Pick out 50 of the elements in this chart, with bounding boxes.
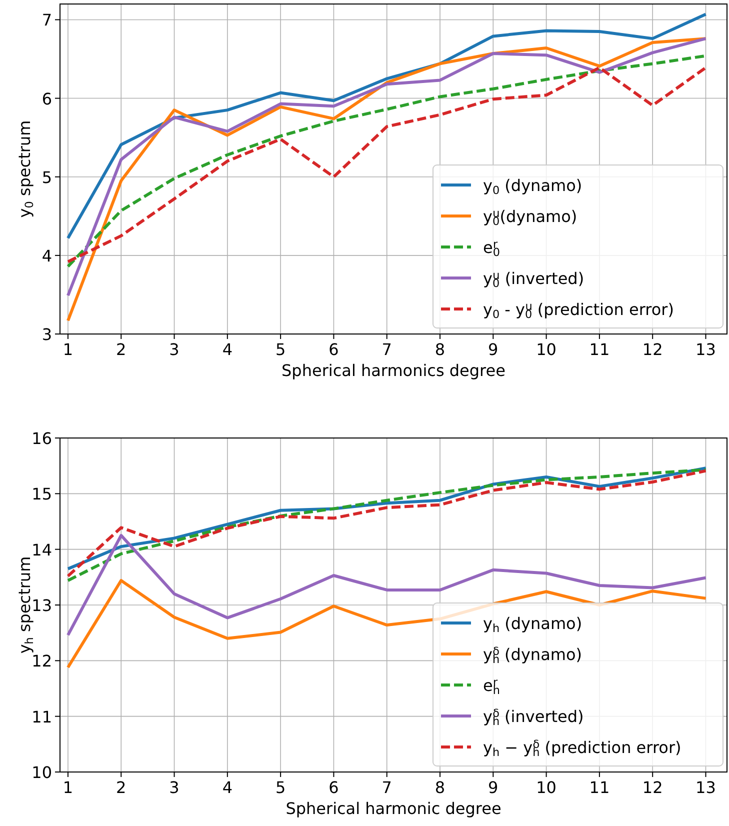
y-tick-label: 14 <box>32 540 52 560</box>
y-tick-label: 15 <box>32 484 52 504</box>
x-tick-label: 12 <box>642 778 663 797</box>
y-tick-label: 4 <box>42 246 52 266</box>
legend-label: y$_{0}$$^{u}$ (inverted) <box>483 269 584 290</box>
x-tick-label: 8 <box>434 778 446 797</box>
x-tick-label: 3 <box>169 340 180 359</box>
x-tick-label: 11 <box>589 340 610 359</box>
legend-label: y$_{h}$ (dynamo) <box>483 614 582 635</box>
x-tick-label: 6 <box>328 778 339 797</box>
x-tick-label: 9 <box>488 340 498 359</box>
x-tick-label: 9 <box>488 778 498 797</box>
y-tick-label: 7 <box>42 10 52 30</box>
x-tick-label: 5 <box>275 778 286 797</box>
x-tick-label: 4 <box>222 340 233 359</box>
x-axis-title: Spherical harmonics degree <box>282 361 506 380</box>
x-axis-title: Spherical harmonic degree <box>286 799 502 818</box>
y-tick-label: 13 <box>32 596 52 615</box>
x-tick-label: 6 <box>328 340 339 359</box>
x-tick-label: 2 <box>116 778 126 797</box>
line-series <box>66 534 708 637</box>
x-tick-label: 12 <box>642 340 663 359</box>
x-tick-label: 7 <box>382 340 392 359</box>
x-tick-label: 13 <box>696 340 716 359</box>
y-tick-label: 10 <box>32 763 52 782</box>
y-tick-label: 16 <box>32 429 52 448</box>
x-tick-label: 10 <box>536 778 556 797</box>
x-tick-label: 7 <box>382 778 392 797</box>
legend-label: y$_{0}$ - y$_{0}$$^{u}$ (prediction error) <box>483 300 674 321</box>
x-tick-label: 13 <box>696 778 716 797</box>
y-tick-label: 11 <box>32 707 52 726</box>
x-tick-label: 1 <box>62 340 74 359</box>
legend-label: y$_{h}$$^{δ}$ (inverted) <box>483 707 584 728</box>
y-tick-label: 5 <box>42 168 52 187</box>
legend-label: y$_{h}$ − y$_{h}$$^{δ}$ (prediction error) <box>483 738 682 759</box>
x-tick-label: 8 <box>434 340 446 359</box>
legend-label: y$_{0}$ (dynamo) <box>483 176 582 197</box>
legend-label: y$_{0}$$^{u}$(dynamo) <box>483 207 578 228</box>
y-tick-label: 3 <box>42 325 52 344</box>
x-tick-label: 3 <box>169 778 180 797</box>
x-tick-label: 1 <box>62 778 74 797</box>
x-tick-label: 5 <box>275 340 286 359</box>
x-tick-label: 10 <box>536 340 556 359</box>
legend-label: y$_{h}$$^{δ}$ (dynamo) <box>483 645 582 666</box>
line-series <box>66 12 708 240</box>
y-tick-label: 6 <box>42 89 52 108</box>
x-tick-label: 2 <box>116 340 126 359</box>
x-tick-label: 4 <box>222 778 233 797</box>
y-tick-label: 12 <box>32 652 52 671</box>
x-tick-label: 11 <box>589 778 610 797</box>
